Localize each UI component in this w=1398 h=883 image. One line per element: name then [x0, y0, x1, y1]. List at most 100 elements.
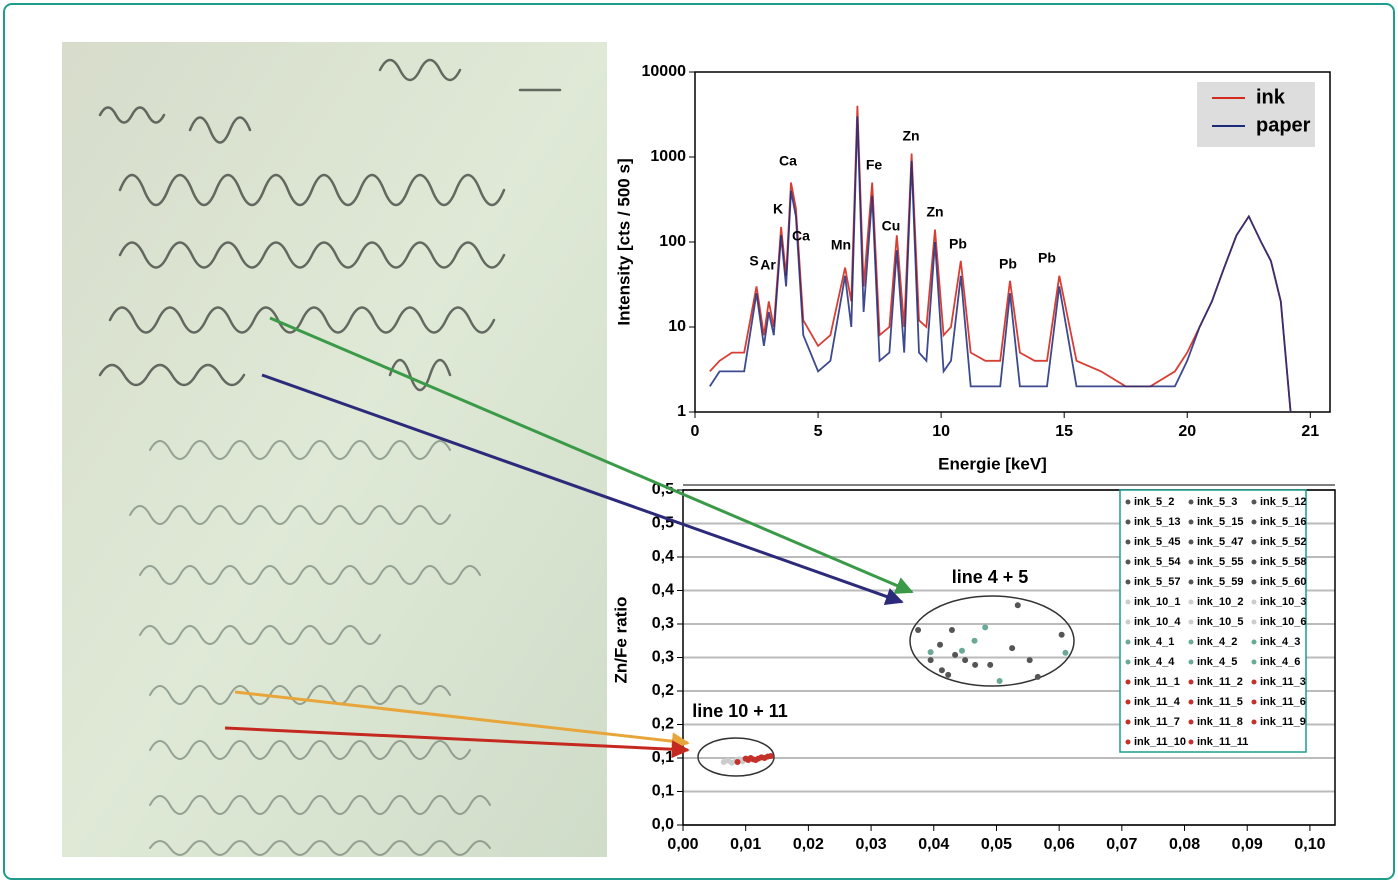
arrow: [234, 690, 690, 751]
point: [987, 661, 994, 668]
legend-label: ink_5_2: [1134, 496, 1174, 508]
legend-swatch: [1188, 539, 1194, 545]
legend-label: ink_5_47: [1197, 536, 1243, 548]
spectrum-line: [709, 105, 1292, 413]
point: [927, 649, 934, 656]
legend-label: ink_11_5: [1197, 696, 1243, 708]
legend-label: ink_11_6: [1260, 696, 1306, 708]
peak-label: K: [773, 201, 783, 217]
legend-swatch: [1251, 539, 1257, 545]
legend-box: [1119, 489, 1307, 753]
x-axis-label: Energie [keV]: [938, 454, 1047, 473]
y-tick-label: 10: [668, 318, 686, 335]
legend-swatch: [1188, 599, 1194, 605]
x-tick-label: 15: [1055, 423, 1073, 440]
legend-label: ink_11_1: [1134, 676, 1180, 688]
y-tick-label: 10000: [642, 63, 687, 80]
legend-swatch: [1188, 619, 1194, 625]
peak-label: Zn: [902, 128, 919, 144]
legend-label: ink_5_52: [1260, 536, 1306, 548]
legend-swatch: [1125, 599, 1131, 605]
legend-label: ink_4_1: [1134, 636, 1174, 648]
legend-swatch: [1188, 579, 1194, 585]
x-tick-label: 0,05: [981, 836, 1012, 853]
x-tick-label: 0,02: [793, 836, 824, 853]
legend-label: ink_11_7: [1134, 716, 1180, 728]
legend-label: ink_11_11: [1197, 736, 1248, 748]
y-tick-label: 0,3: [652, 615, 674, 632]
legend-label: ink_5_45: [1134, 536, 1180, 548]
arrow: [269, 316, 914, 594]
y-tick-label: 0,2: [652, 716, 674, 733]
legend-label: ink_5_3: [1197, 496, 1237, 508]
legend-label: ink_4_5: [1197, 656, 1237, 668]
cluster-ring: [909, 595, 1075, 687]
x-tick-label: 0: [691, 423, 700, 440]
point: [1026, 657, 1033, 664]
x-tick-label: 0,06: [1044, 836, 1075, 853]
peak-label: Fe: [866, 157, 883, 173]
legend-label: ink_4_4: [1134, 656, 1175, 668]
legend-label: ink_10_2: [1197, 596, 1243, 608]
x-tick-label: 0,09: [1232, 836, 1263, 853]
legend-swatch: [1251, 719, 1257, 725]
cluster-ring: [697, 737, 775, 777]
legend-label: ink_11_9: [1260, 716, 1306, 728]
legend-swatch: [1251, 659, 1257, 665]
legend-label: ink_5_13: [1134, 516, 1180, 528]
legend-swatch: [1188, 719, 1194, 725]
legend-swatch: [1125, 519, 1131, 525]
y-tick-label: 0,5: [652, 481, 674, 498]
point: [971, 637, 978, 644]
legend-swatch: [1125, 679, 1131, 685]
x-tick-label: 0,01: [730, 836, 761, 853]
x-tick-label: 0,04: [918, 836, 949, 853]
legend-label: ink_10_4: [1134, 616, 1181, 628]
legend-box: [1197, 82, 1315, 147]
spectrum-chart: 1 10 100 1000 10000 0 5 10 15 20 21 S Ar K Ca Ca Mn Fe Cu Z…: [614, 63, 1331, 473]
legend-label: ink_5_54: [1134, 556, 1181, 568]
legend-swatch: [1188, 699, 1194, 705]
legend-label: ink_5_12: [1260, 496, 1306, 508]
legend-swatch: [1251, 499, 1257, 505]
legend-label: ink_11_2: [1197, 676, 1243, 688]
x-tick-label: 20: [1178, 423, 1196, 440]
peak-label: Pb: [949, 236, 967, 252]
legend-swatch: [1251, 579, 1257, 585]
legend-label: ink_5_15: [1197, 516, 1243, 528]
y-tick-label: 0,2: [652, 682, 674, 699]
manuscript: [62, 42, 607, 857]
point: [767, 752, 774, 759]
legend-swatch: [1251, 599, 1257, 605]
legend-label: ink_5_57: [1134, 576, 1180, 588]
legend-label: ink_4_3: [1260, 636, 1300, 648]
legend-swatch: [1188, 679, 1194, 685]
legend-swatch: [1251, 619, 1257, 625]
legend-swatch: [1251, 559, 1257, 565]
legend-swatch: [1188, 659, 1194, 665]
legend-label: ink_4_6: [1260, 656, 1300, 668]
y-tick-label: 0,1: [652, 783, 674, 800]
legend-swatch: [1251, 679, 1257, 685]
legend-swatch: [1188, 519, 1194, 525]
point: [958, 647, 965, 654]
legend-swatch: [1125, 579, 1131, 585]
y-tick-label: 0,3: [652, 649, 674, 666]
x-tick-label: 10: [932, 423, 950, 440]
spectrum-line: [709, 116, 1292, 413]
legend-swatch: [1251, 519, 1257, 525]
point: [972, 661, 979, 668]
point: [962, 657, 969, 664]
legend-label: ink_11_4: [1134, 696, 1181, 708]
point: [927, 657, 934, 664]
legend-swatch: [1188, 639, 1194, 645]
x-tick-label: 0,00: [667, 836, 698, 853]
point: [982, 624, 989, 631]
legend-label: ink_10_3: [1260, 596, 1306, 608]
legend-label: ink_5_16: [1260, 516, 1306, 528]
y-tick-label: 0,1: [652, 749, 674, 766]
point: [945, 671, 952, 678]
plot-frame: [694, 71, 1331, 413]
cluster-label: line 4 + 5: [952, 567, 1029, 587]
